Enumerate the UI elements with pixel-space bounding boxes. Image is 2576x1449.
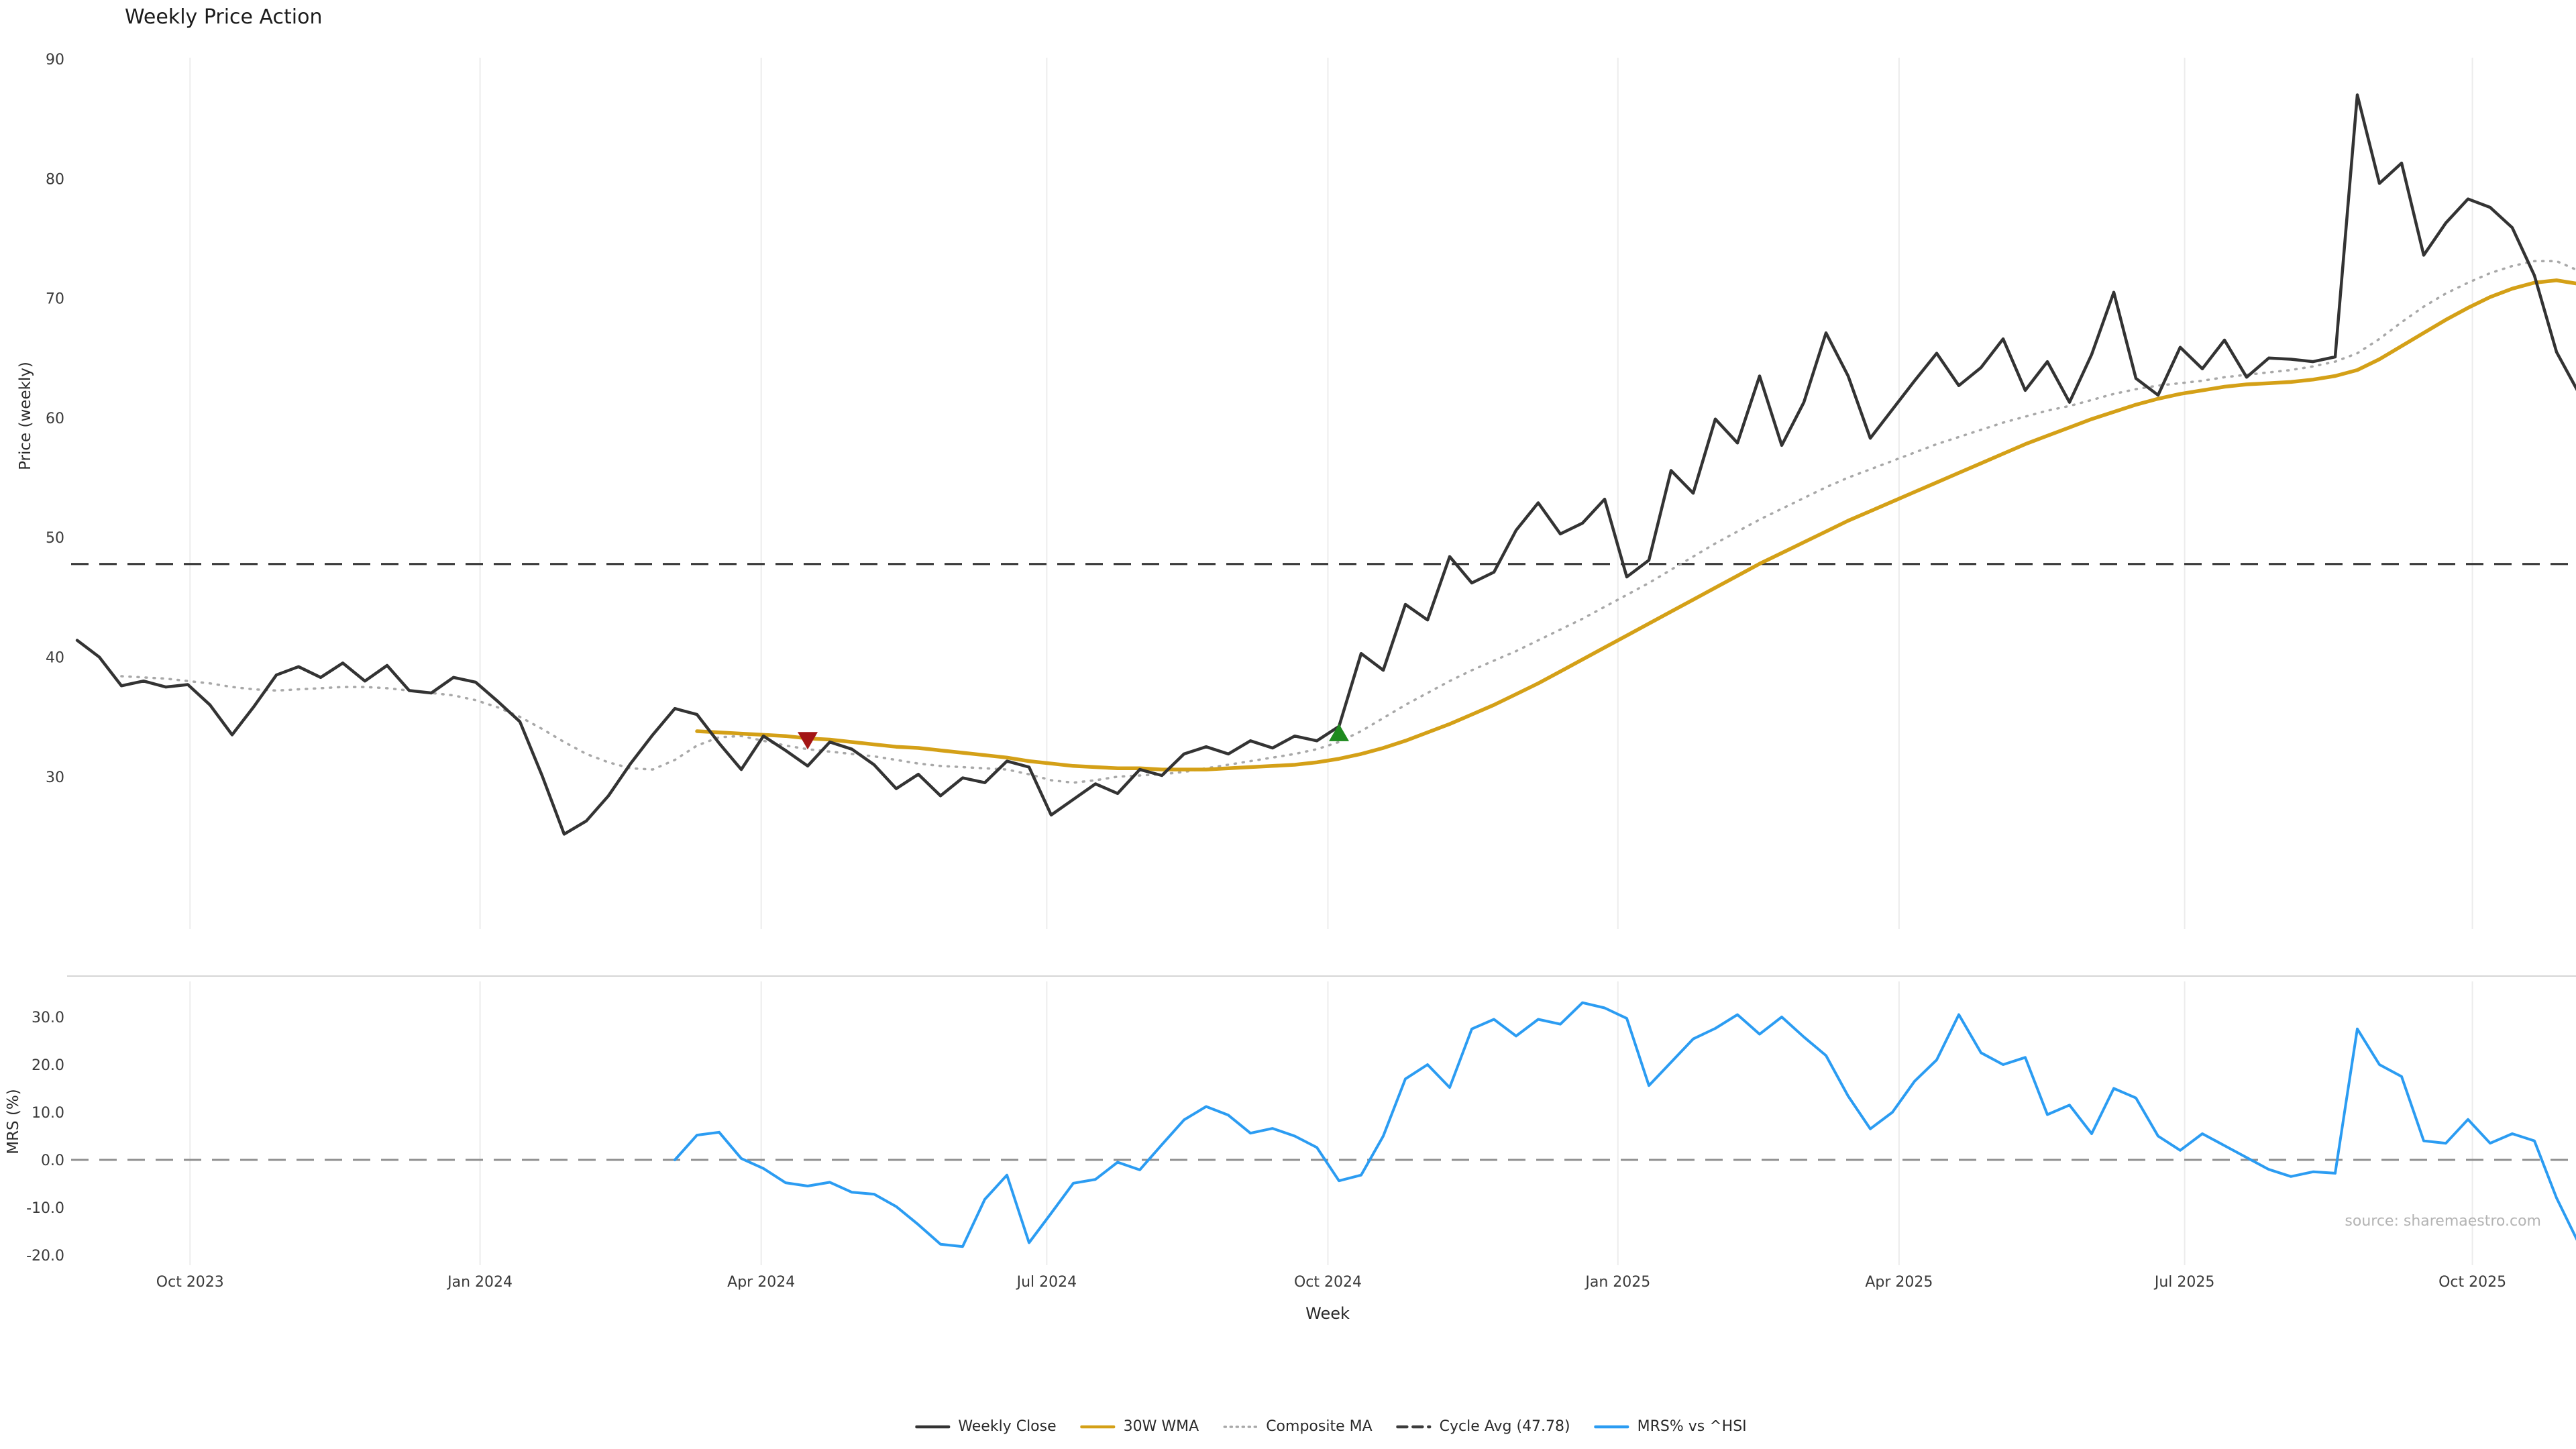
mrs-ytick-label: 10.0: [32, 1105, 64, 1122]
legend-item-composite-ma: Composite MA: [1223, 1418, 1373, 1435]
legend-label-30w-wma: 30W WMA: [1123, 1418, 1199, 1435]
legend-label-weekly-close: Weekly Close: [958, 1418, 1057, 1435]
wma30-line: [695, 278, 2576, 771]
mrs-ytick-label: 0.0: [41, 1152, 64, 1169]
price-ytick-label: 40: [46, 650, 64, 667]
mrs-ytick-label: -10.0: [26, 1200, 64, 1217]
x-tick-label: Apr 2024: [727, 1274, 795, 1291]
x-tick-label: Oct 2025: [2438, 1274, 2506, 1291]
x-tick-label: Jan 2024: [446, 1274, 513, 1291]
buy-signal-marker-icon: [1329, 723, 1349, 741]
legend-label-composite-ma: Composite MA: [1266, 1418, 1373, 1435]
price-ytick-label: 50: [46, 530, 64, 547]
gridlines: [189, 58, 2473, 1265]
x-tick-label: Jan 2025: [1584, 1274, 1650, 1291]
mrs-axis-label: MRS (%): [5, 1089, 22, 1155]
x-tick-label: Oct 2023: [156, 1274, 224, 1291]
legend-swatch-cycle-avg-47-78: [1396, 1425, 1432, 1428]
legend-label-mrs-vs-hsi: MRS% vs ^HSI: [1637, 1418, 1747, 1435]
legend-item-cycle-avg-47-78: Cycle Avg (47.78): [1396, 1418, 1570, 1435]
mrs-ytick-label: -20.0: [26, 1248, 64, 1265]
legend-item-weekly-close: Weekly Close: [915, 1418, 1057, 1435]
price-axis-label: Price (weekly): [17, 362, 34, 470]
legend-swatch-mrs-vs-hsi: [1594, 1425, 1629, 1428]
mrs-ytick-label: 30.0: [32, 1010, 64, 1026]
legend-swatch-30w-wma: [1080, 1425, 1116, 1428]
mrs-line: [674, 1001, 2576, 1248]
x-tick-label: Oct 2024: [1294, 1274, 1362, 1291]
legend-item-mrs-vs-hsi: MRS% vs ^HSI: [1594, 1418, 1747, 1435]
chart-title: Weekly Price Action: [125, 5, 323, 29]
price-ytick-label: 60: [46, 411, 64, 427]
x-tick-label: Jul 2024: [1016, 1274, 1077, 1291]
legend-label-cycle-avg-47-78: Cycle Avg (47.78): [1439, 1418, 1570, 1435]
price-ytick-label: 80: [46, 171, 64, 188]
mrs-ytick-label: 20.0: [32, 1057, 64, 1074]
sell-signal-marker-icon: [798, 732, 818, 750]
legend-swatch-composite-ma: [1223, 1425, 1258, 1428]
weekly-close-line: [75, 93, 2576, 836]
price-ytick-label: 90: [46, 52, 64, 68]
x-tick-label: Jul 2025: [2153, 1274, 2215, 1291]
x-tick-label: Apr 2025: [1865, 1274, 1933, 1291]
source-note: source: sharemaestro.com: [2345, 1213, 2541, 1230]
price-ytick-label: 70: [46, 291, 64, 308]
price-ytick-label: 30: [46, 769, 64, 786]
legend-item-30w-wma: 30W WMA: [1080, 1418, 1199, 1435]
chart-legend: Weekly Close 30W WMA Composite MA Cycle Avg…: [915, 1418, 1747, 1435]
x-axis-label: Week: [1305, 1304, 1350, 1323]
composite-ma-line: [120, 260, 2576, 784]
legend-swatch-weekly-close: [915, 1425, 951, 1428]
